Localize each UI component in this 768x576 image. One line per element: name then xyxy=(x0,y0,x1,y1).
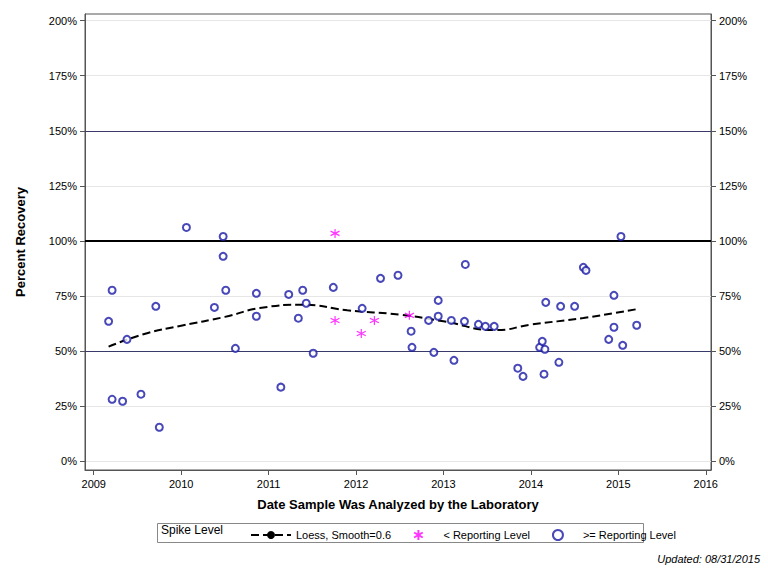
svg-text:175%: 175% xyxy=(49,70,77,82)
svg-text:2012: 2012 xyxy=(344,478,368,490)
svg-text:Updated: 08/31/2015: Updated: 08/31/2015 xyxy=(657,553,761,565)
svg-text:2013: 2013 xyxy=(431,478,455,490)
svg-text:200%: 200% xyxy=(49,15,77,27)
svg-text:2011: 2011 xyxy=(257,478,281,490)
svg-text:75%: 75% xyxy=(719,290,741,302)
svg-text:200%: 200% xyxy=(719,15,747,27)
svg-text:150%: 150% xyxy=(719,125,747,137)
svg-text:25%: 25% xyxy=(719,400,741,412)
svg-text:100%: 100% xyxy=(719,235,747,247)
svg-text:Percent Recovery: Percent Recovery xyxy=(13,186,28,297)
svg-text:100%: 100% xyxy=(49,235,77,247)
svg-text:< Reporting Level: < Reporting Level xyxy=(443,529,530,541)
svg-text:125%: 125% xyxy=(719,180,747,192)
svg-text:25%: 25% xyxy=(55,400,77,412)
svg-text:0%: 0% xyxy=(61,455,77,467)
svg-text:2015: 2015 xyxy=(606,478,630,490)
svg-text:Loess, Smooth=0.6: Loess, Smooth=0.6 xyxy=(296,529,391,541)
svg-text:2010: 2010 xyxy=(169,478,193,490)
svg-text:125%: 125% xyxy=(49,180,77,192)
svg-text:175%: 175% xyxy=(719,70,747,82)
svg-text:Spike Level: Spike Level xyxy=(161,523,223,537)
svg-text:50%: 50% xyxy=(719,345,741,357)
svg-text:50%: 50% xyxy=(55,345,77,357)
svg-text:>= Reporting Level: >= Reporting Level xyxy=(583,529,676,541)
svg-text:2014: 2014 xyxy=(519,478,543,490)
svg-text:2016: 2016 xyxy=(694,478,718,490)
svg-text:2009: 2009 xyxy=(82,478,106,490)
svg-text:75%: 75% xyxy=(55,290,77,302)
svg-text:Date Sample Was Analyzed by th: Date Sample Was Analyzed by the Laborato… xyxy=(257,497,539,512)
svg-text:0%: 0% xyxy=(719,455,735,467)
svg-text:150%: 150% xyxy=(49,125,77,137)
